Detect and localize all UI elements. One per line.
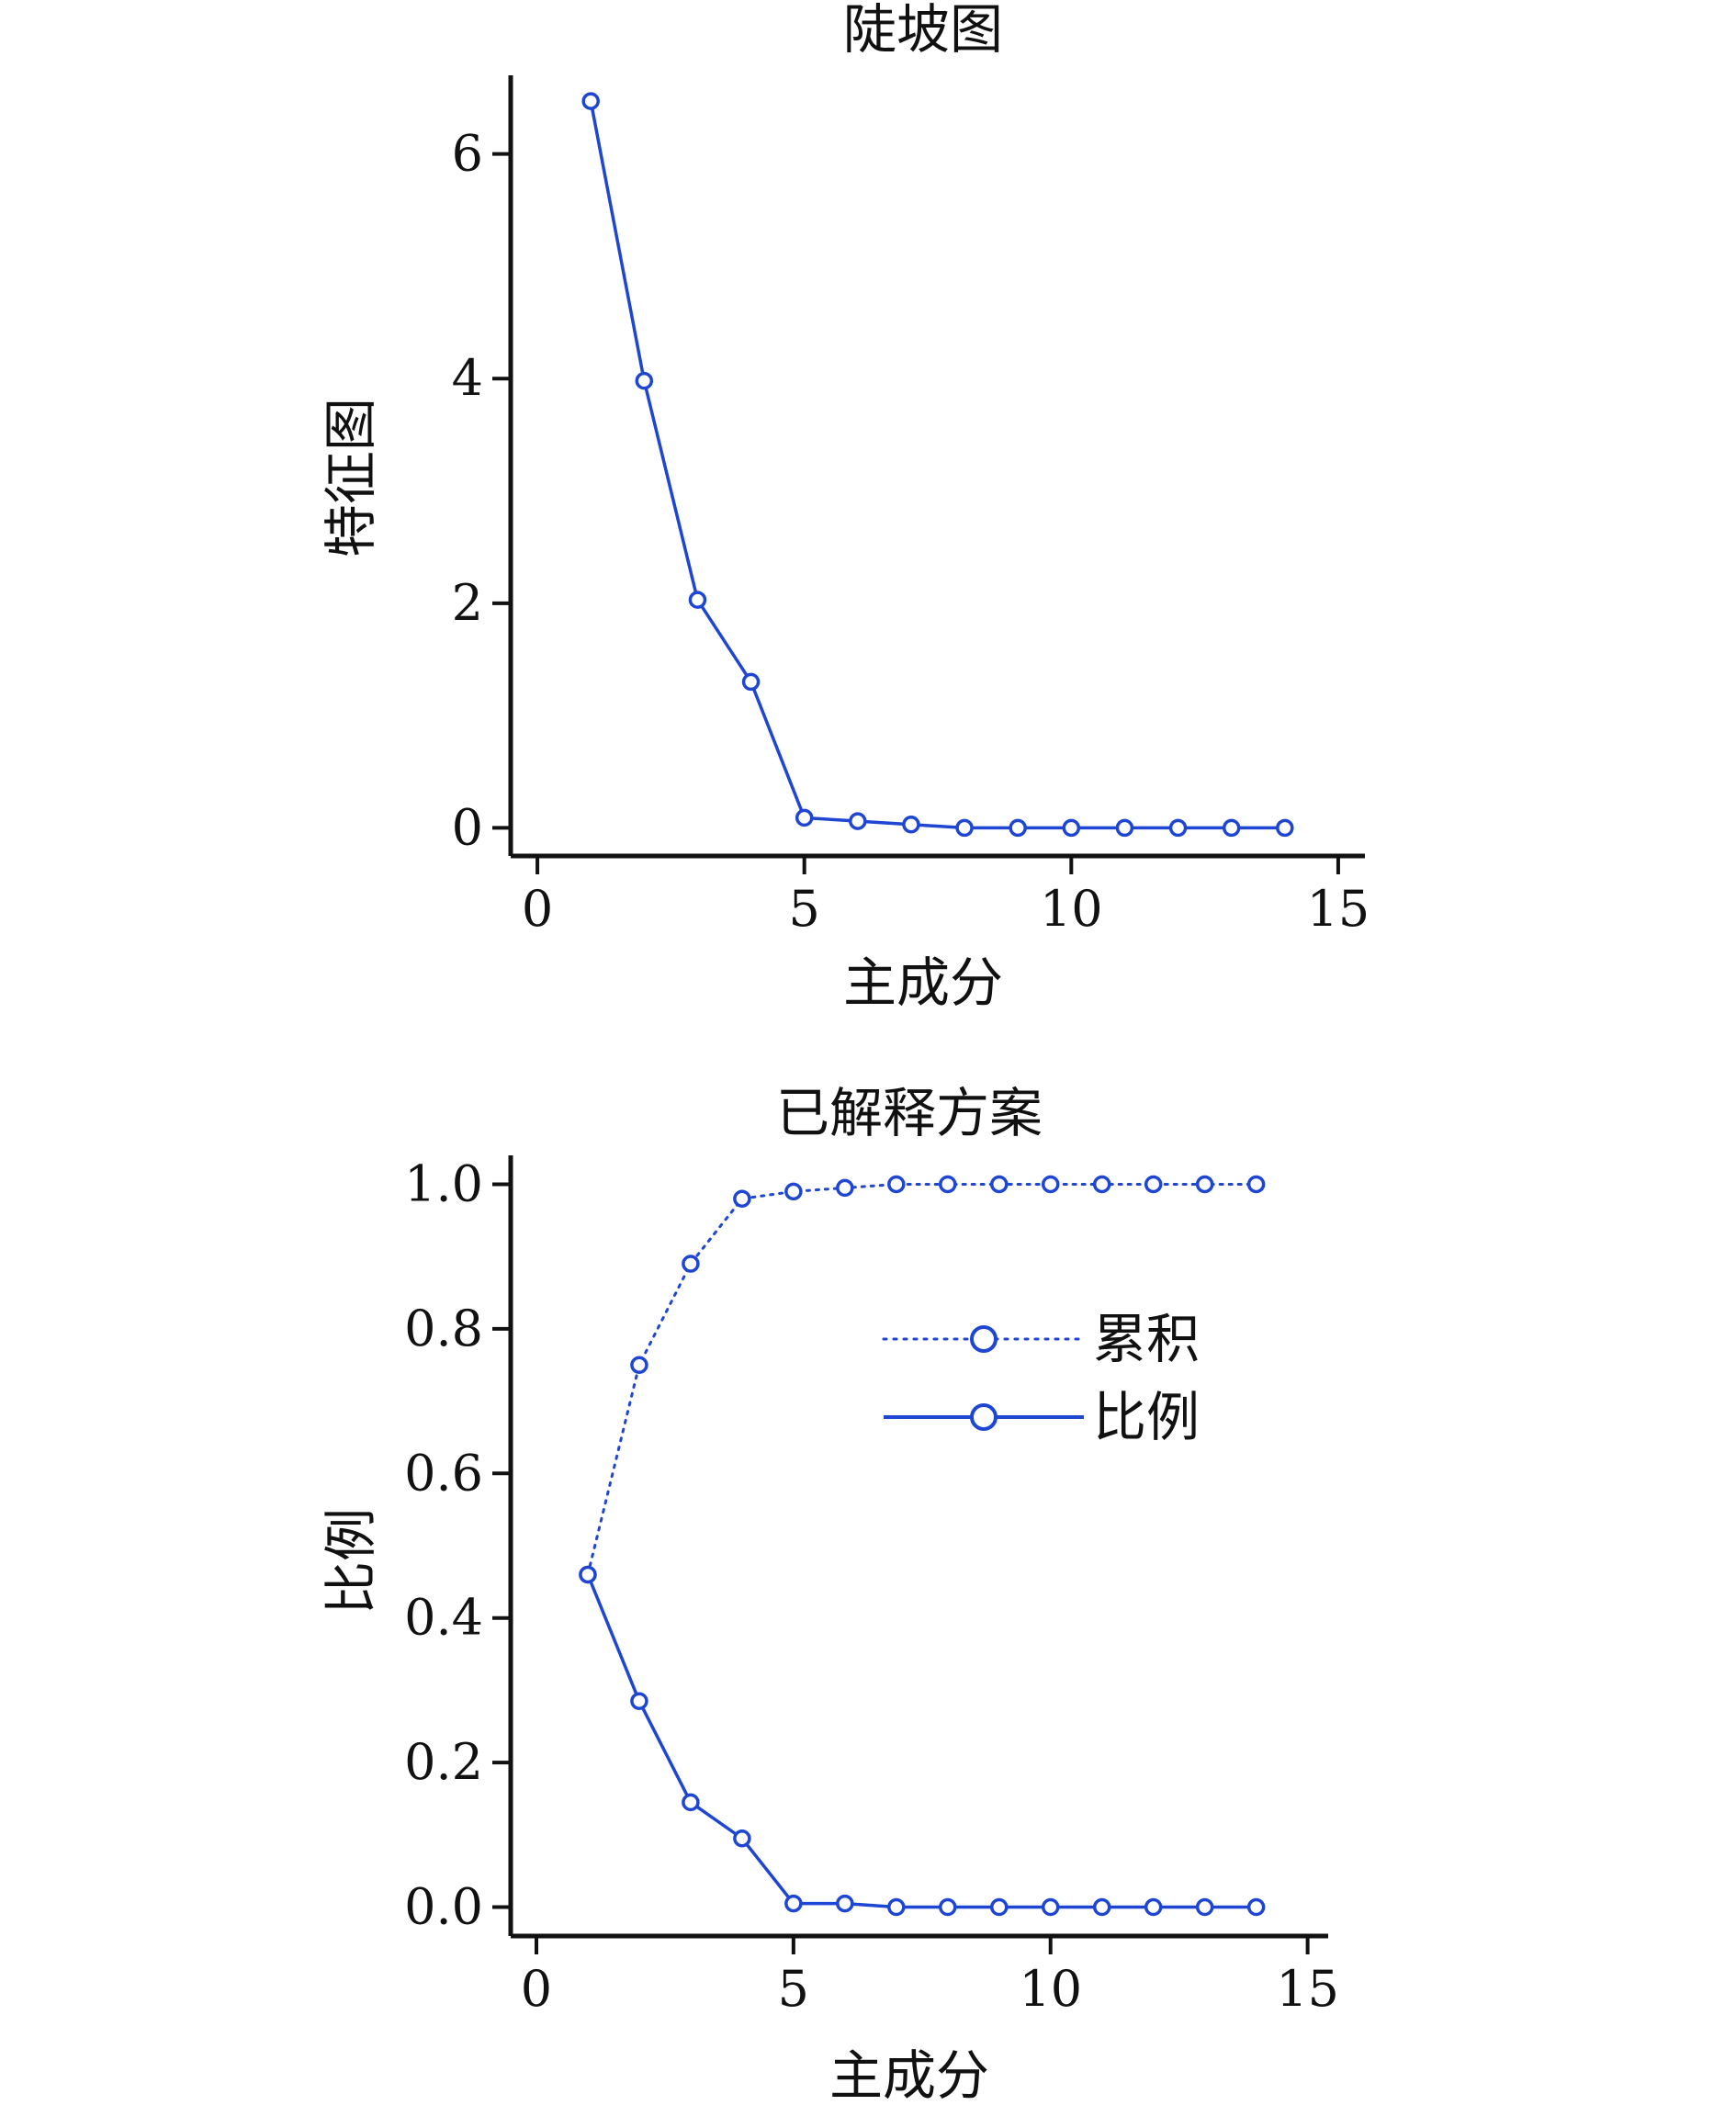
- y-tick-label-1: 0.2: [404, 1733, 483, 1791]
- x-tick-label-0: 0: [522, 880, 553, 938]
- y-tick-label-2: 4: [452, 349, 483, 407]
- explained-series-1-point-11: [1144, 1897, 1163, 1917]
- scree-series-0-point-5: [849, 812, 867, 830]
- explained-variance-chart-x-ticks: 0 5 10 15: [521, 1936, 1339, 2018]
- x-tick-label-1: 5: [789, 880, 820, 938]
- explained-series-0-point-12: [1195, 1175, 1214, 1194]
- legend-marker-cumulative: [970, 1325, 998, 1353]
- scree-series-0-point-12: [1222, 818, 1241, 838]
- y-tick-label-2: 0.4: [404, 1589, 483, 1647]
- explained-series-0-point-9: [1041, 1175, 1060, 1194]
- explained-series-1-point-10: [1092, 1897, 1111, 1917]
- explained-variance-chart-legend: 累积 比例: [882, 1308, 1200, 1448]
- explained-series-0-line: [586, 1182, 1258, 1576]
- scree-series-0-point-11: [1168, 818, 1188, 838]
- explained-series-1-point-5: [836, 1894, 854, 1913]
- explained-series-0-point-3: [733, 1189, 751, 1208]
- scree-chart-title: 陡坡图: [843, 0, 1003, 61]
- explained-variance-chart-plot-area: [579, 1175, 1266, 1917]
- scree-series-0-point-0: [581, 92, 600, 110]
- x-tick-label-0: 0: [521, 1960, 552, 2018]
- scree-series-0-point-9: [1062, 818, 1081, 838]
- explained-series-1-line: [586, 1573, 1257, 1909]
- scree-chart-ylabel: 特征图: [320, 398, 382, 557]
- explained-series-0-point-6: [887, 1175, 906, 1194]
- explained-series-0-point-2: [682, 1255, 700, 1273]
- scree-series-0-line: [589, 100, 1285, 830]
- explained-series-0-point-11: [1144, 1175, 1163, 1194]
- x-tick-label-3: 15: [1276, 1960, 1339, 2018]
- explained-series-0-point-5: [836, 1178, 854, 1198]
- scree-series-0-point-4: [795, 808, 814, 827]
- explained-series-1-point-3: [733, 1829, 751, 1848]
- explained-series-1-point-0: [579, 1565, 597, 1584]
- scree-series-0-point-10: [1115, 818, 1134, 838]
- explained-series-1-point-6: [887, 1897, 906, 1917]
- explained-series-1-point-13: [1246, 1897, 1266, 1917]
- y-tick-label-4: 0.8: [404, 1300, 483, 1357]
- scree-series-0-point-1: [635, 371, 654, 390]
- y-tick-label-5: 1.0: [404, 1154, 483, 1212]
- explained-series-1-point-8: [990, 1897, 1009, 1917]
- explained-variance-chart-xlabel: 主成分: [829, 2044, 989, 2105]
- legend-label-proportion: 比例: [1093, 1386, 1200, 1448]
- explained-series-0-point-13: [1246, 1175, 1266, 1194]
- x-tick-label-2: 10: [1019, 1960, 1082, 2018]
- explained-series-1-point-2: [682, 1793, 700, 1812]
- explained-series-1-point-7: [939, 1897, 957, 1917]
- x-tick-label-1: 5: [778, 1960, 809, 2018]
- scree-series-0-point-6: [902, 816, 920, 834]
- explained-series-1-point-4: [784, 1894, 803, 1913]
- explained-variance-chart-ylabel: 比例: [320, 1508, 382, 1615]
- scree-chart-y-ticks: 0 2 4 6: [452, 125, 511, 856]
- scree-chart-x-ticks: 0 5 10 15: [522, 856, 1370, 938]
- explained-series-1-point-12: [1195, 1897, 1214, 1917]
- x-tick-label-2: 10: [1040, 880, 1103, 938]
- y-tick-label-3: 0.6: [404, 1444, 483, 1502]
- scree-series-0-point-2: [688, 591, 707, 609]
- y-tick-label-3: 6: [452, 125, 483, 183]
- scree-chart: 陡坡图 特征图 主成分 0 5 10 15 0 2 4 6: [320, 0, 1370, 1014]
- y-tick-label-1: 2: [452, 574, 483, 632]
- legend-marker-proportion: [970, 1403, 998, 1431]
- x-tick-label-3: 15: [1307, 880, 1370, 938]
- explained-series-0-point-4: [784, 1182, 803, 1201]
- explained-series-0-point-10: [1092, 1175, 1111, 1194]
- scree-series-0-point-13: [1276, 818, 1294, 838]
- explained-variance-chart: 已解释方案 比例 主成分 0 5 10 15 0.0 0.2 0.4 0.6 0.8 1.0 累…: [320, 1082, 1339, 2105]
- explained-series-0-point-8: [990, 1175, 1009, 1194]
- explained-variance-chart-title: 已解释方案: [776, 1082, 1043, 1144]
- legend-label-cumulative: 累积: [1093, 1308, 1200, 1370]
- explained-variance-chart-y-ticks: 0.0 0.2 0.4 0.6 0.8 1.0: [404, 1154, 511, 1936]
- explained-series-1-point-9: [1041, 1897, 1060, 1917]
- y-tick-label-0: 0.0: [404, 1878, 483, 1936]
- scree-series-0-point-3: [741, 672, 761, 692]
- explained-series-1-point-1: [630, 1692, 648, 1710]
- explained-series-0-point-7: [939, 1175, 957, 1194]
- explained-series-0-point-1: [630, 1356, 648, 1374]
- scree-series-0-point-8: [1009, 818, 1027, 838]
- scree-chart-xlabel: 主成分: [843, 951, 1003, 1014]
- y-tick-label-0: 0: [452, 798, 483, 856]
- scree-chart-plot-area: [581, 92, 1294, 838]
- scree-series-0-point-7: [955, 818, 974, 838]
